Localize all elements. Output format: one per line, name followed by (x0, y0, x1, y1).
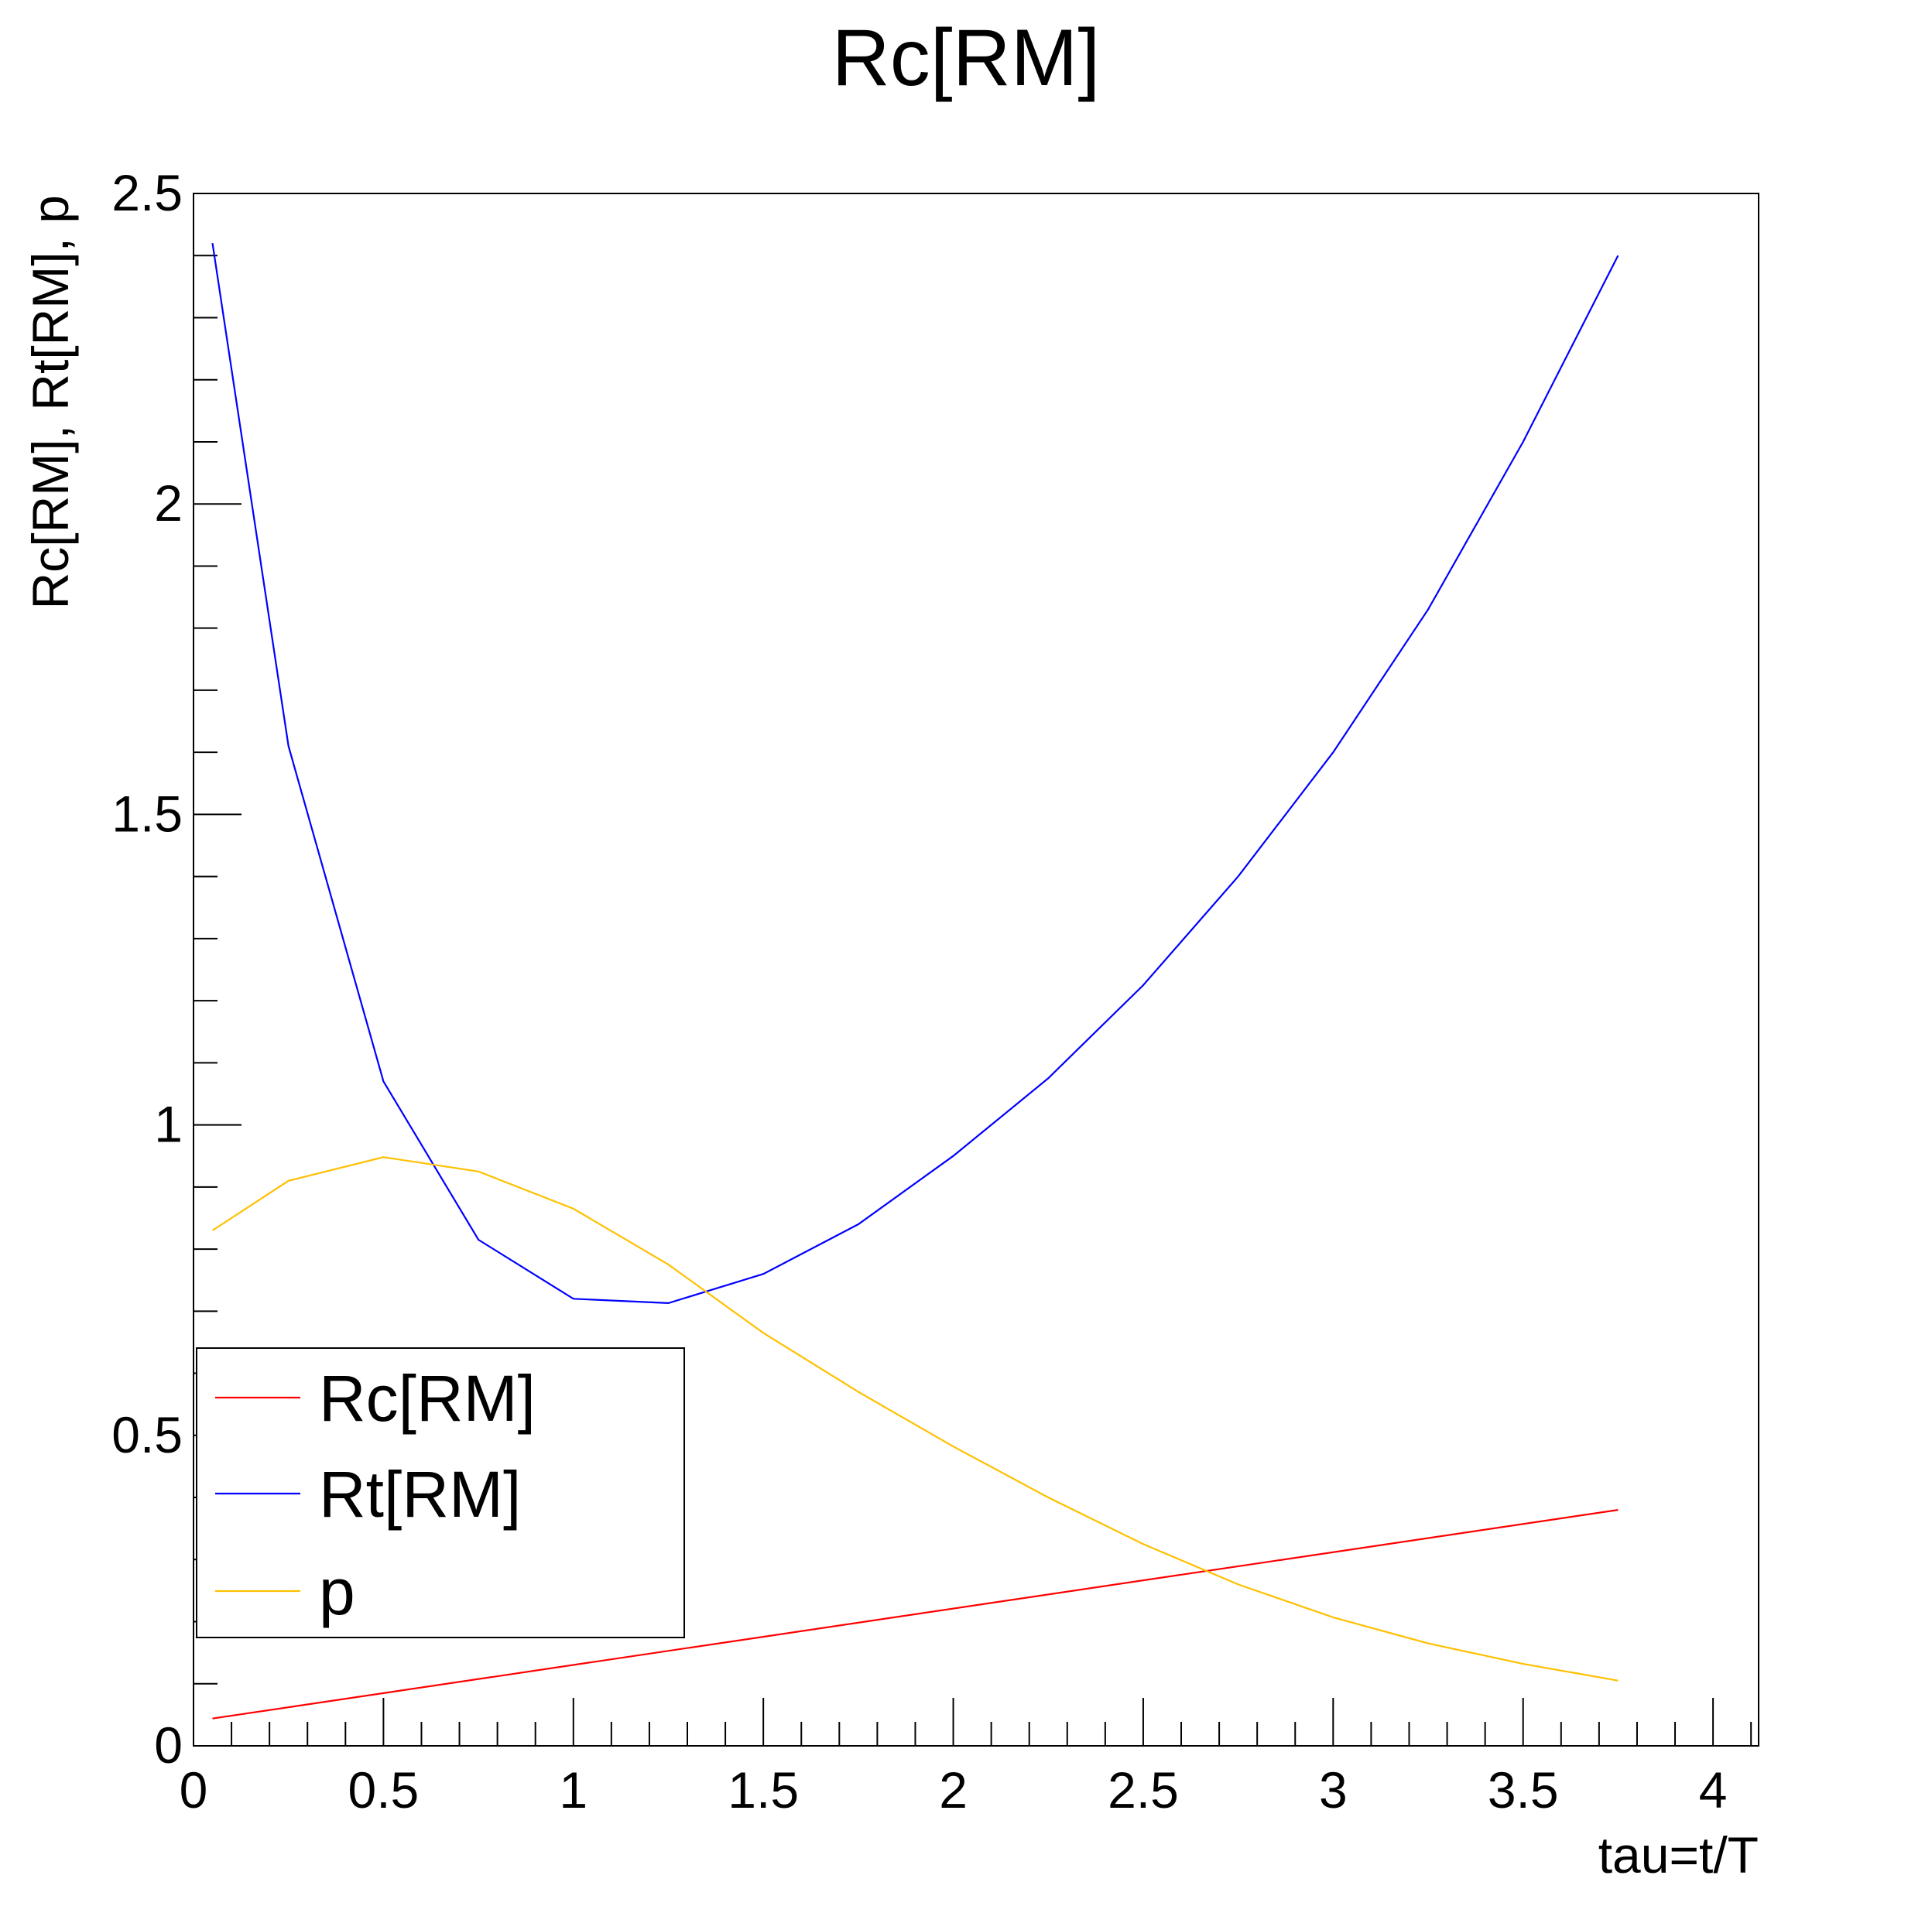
legend-label: Rt[RM] (319, 1458, 521, 1531)
x-axis-title: tau=t/T (1598, 1826, 1759, 1884)
series-lines (211, 243, 1619, 1720)
x-tick-label: 3.5 (1488, 1761, 1559, 1819)
x-tick-label: 0 (180, 1761, 208, 1819)
legend-label: p (319, 1555, 355, 1628)
axis-tick-labels: 0 0.5 1 1.5 2 2.5 3 3.5 4 0 0.5 1 1.5 2 2.5 (111, 164, 1727, 1819)
x-tick-label: 1.5 (728, 1761, 799, 1819)
series-line-rc-rm (212, 1509, 1619, 1720)
y-tick-label: 1 (154, 1096, 183, 1153)
chart-title: Rc[RM] (832, 13, 1101, 103)
legend: Rc[RM] Rt[RM] p (196, 1347, 685, 1638)
y-tick-label: 2.5 (111, 164, 183, 221)
y-tick-label: 0 (154, 1716, 183, 1774)
x-tick-label: 4 (1699, 1761, 1728, 1819)
y-tick-label: 0.5 (111, 1406, 183, 1463)
series-line-p (211, 1156, 1619, 1682)
legend-label: Rc[RM] (319, 1362, 536, 1435)
x-tick-label: 2.5 (1108, 1761, 1179, 1819)
legend-entries: Rc[RM] Rt[RM] p (215, 1362, 536, 1628)
series-line-rt-rm (211, 243, 1619, 1305)
y-tick-label: 2 (154, 474, 183, 532)
plot-frame (193, 193, 1759, 1747)
x-tick-label: 1 (559, 1761, 587, 1819)
x-tick-label: 0.5 (348, 1761, 420, 1819)
x-tick-label: 3 (1319, 1761, 1348, 1819)
x-tick-label: 2 (939, 1761, 968, 1819)
y-axis-title: Rc[RM], Rt[RM], p (22, 195, 79, 609)
y-tick-label: 1.5 (111, 785, 183, 842)
